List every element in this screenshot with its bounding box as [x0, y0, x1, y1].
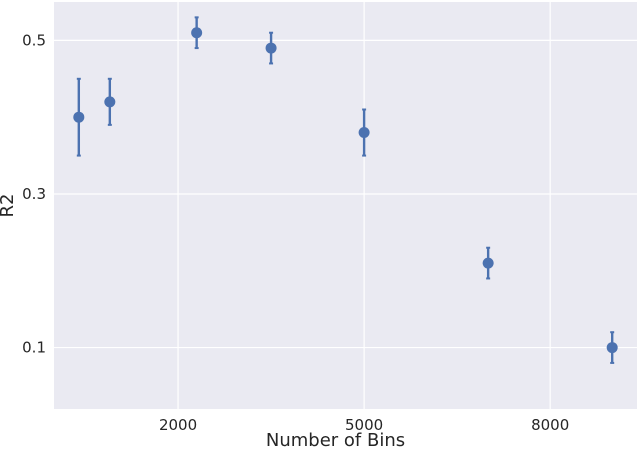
data-point	[358, 108, 370, 157]
x-tick-label: 5000	[345, 416, 383, 434]
plot-area	[54, 2, 637, 409]
point-marker	[606, 342, 618, 354]
point-marker	[104, 96, 116, 108]
data-point	[606, 331, 618, 364]
y-tick-label: 0.3	[22, 185, 46, 203]
point-marker	[73, 111, 85, 123]
data-point	[104, 77, 116, 126]
tick-labels: 2000 5000 8000 0.1 0.3 0.5	[22, 31, 569, 434]
point-marker	[482, 257, 494, 269]
point-marker	[265, 42, 277, 54]
grid-lines	[54, 2, 637, 409]
data-point	[265, 31, 277, 65]
data-point	[191, 16, 203, 50]
y-tick-label: 0.1	[22, 339, 46, 357]
data-point	[482, 246, 494, 280]
point-marker	[358, 127, 370, 139]
y-axis-label: R2	[0, 194, 18, 218]
y-tick-label: 0.5	[22, 31, 46, 49]
x-tick-label: 8000	[531, 416, 569, 434]
data-point	[73, 77, 85, 157]
point-marker	[191, 27, 203, 39]
x-axis-label: Number of Bins	[266, 430, 405, 449]
data-points	[73, 16, 618, 364]
x-tick-label: 2000	[159, 416, 197, 434]
